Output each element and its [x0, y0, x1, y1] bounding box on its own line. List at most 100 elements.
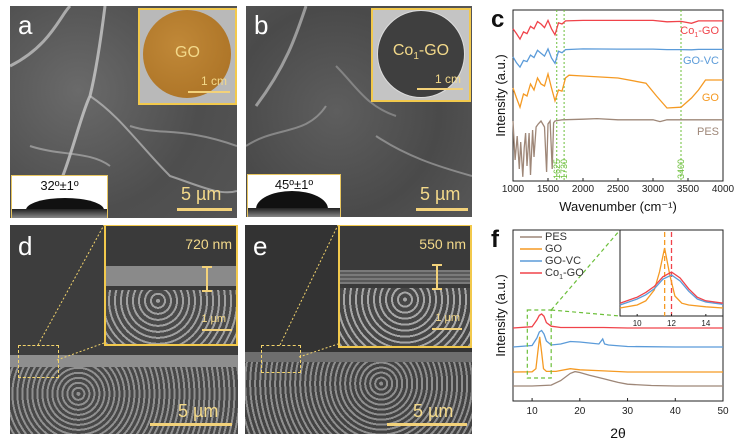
co1-go-label: Co1-GO	[373, 42, 469, 62]
inset-scale-bar	[417, 88, 463, 90]
inset-selective-layer	[106, 266, 236, 286]
x-axis-label: Wavenumber (cm⁻¹)	[559, 199, 677, 214]
series-label: GO-VC	[683, 55, 719, 67]
magnified-inset: 550 nm 1 µm	[338, 225, 472, 348]
series-label: GO	[702, 92, 720, 104]
go-membrane-photo-inset: GO 1 cm	[138, 8, 237, 105]
reference-line-label: 1730	[559, 159, 569, 179]
co1-go-membrane-photo-inset: Co1-GO 1 cm	[371, 8, 471, 102]
scale-bar-label: 5 µm	[420, 184, 461, 204]
x-axis-label: 2θ	[610, 425, 626, 441]
highlight-box	[526, 309, 552, 379]
x-tick-label: 4000	[712, 184, 735, 195]
inset-scale-bar	[188, 91, 230, 93]
inset-series-line-go	[619, 247, 724, 309]
wrinkle-texture	[246, 6, 472, 177]
co-text: Co	[392, 42, 414, 59]
x-tick-label: 1500	[537, 184, 560, 195]
scale-bar-label: 5 µm	[181, 184, 222, 204]
x-tick-label: 2500	[607, 184, 630, 195]
x-tick-label: 30	[622, 406, 634, 417]
scale-bar	[416, 208, 468, 211]
go-text: -GO	[418, 42, 450, 59]
inset-scale-text: 1 µm	[201, 313, 226, 325]
thickness-label: 550 nm	[419, 236, 466, 252]
reference-line-label: 3400	[676, 159, 686, 179]
contact-angle-value: 32º±1º	[40, 178, 79, 193]
contact-angle-inset: 32º±1º	[11, 175, 108, 218]
contact-angle-inset: 45º±1º	[247, 174, 341, 217]
thickness-marker	[202, 266, 212, 292]
zoom-guide-lines	[279, 225, 339, 358]
series-line-co1-go	[512, 18, 723, 41]
magnified-inset: 720 nm 1 µm	[104, 225, 238, 346]
panel-label-b: b	[254, 10, 269, 40]
scale-bar	[150, 423, 232, 426]
zoom-guide-line	[551, 309, 621, 317]
panel-d-cross-section: d 720 nm 1 µm 5 µm	[10, 225, 238, 434]
inset-series-line-co1-go	[619, 271, 724, 304]
substrate	[248, 208, 340, 217]
subscript-1: 1	[413, 51, 419, 63]
scale-bar	[387, 423, 467, 426]
panel-label-e: e	[253, 231, 268, 261]
x-tick-label: 3500	[677, 184, 700, 195]
series-label: PES	[697, 126, 719, 138]
inset-selective-layer	[340, 270, 470, 284]
inset-porous-support	[106, 290, 236, 344]
zoom-guide-line	[550, 229, 621, 311]
x-tick-label: 1000	[502, 184, 525, 195]
series-line-go	[512, 71, 723, 110]
series-line-go-vc	[512, 329, 723, 348]
substrate	[12, 209, 107, 218]
reference-line-label: 1625	[552, 159, 562, 179]
scale-bar	[177, 208, 232, 211]
panel-label-c: c	[491, 6, 505, 33]
zoom-guide-lines	[37, 225, 105, 361]
wrinkle-texture	[10, 6, 237, 207]
panel-a-sem-image: a GO 1 cm 32º±1º 5 µm	[10, 6, 237, 218]
legend-label: GO	[545, 243, 563, 255]
x-tick-label: 2000	[572, 184, 595, 195]
inset-scale-bar	[202, 329, 232, 331]
y-axis-label: Intensity (a.u.)	[493, 274, 508, 356]
co1-go-membrane-disk	[377, 10, 465, 98]
inset-scale-text: 1 cm	[434, 72, 461, 86]
inset-scale-bar	[432, 328, 462, 330]
y-axis-label: Intensity (a.u.)	[493, 54, 508, 136]
x-tick-label: 50	[717, 406, 729, 417]
x-tick-label: 3000	[642, 184, 665, 195]
selective-layer	[10, 355, 238, 367]
go-membrane-disk	[143, 10, 231, 98]
legend-label: GO-VC	[545, 255, 581, 267]
scale-bar-label: 5 µm	[178, 401, 219, 421]
x-tick-label: 40	[670, 406, 682, 417]
panel-label-f: f	[491, 226, 499, 253]
series-line-go	[512, 336, 723, 373]
zoom-region-box	[18, 345, 59, 378]
panel-e-cross-section: e 550 nm 1 µm 5 µm	[245, 225, 472, 434]
inset-series-line-go-vc	[619, 274, 724, 306]
inset-porous-support	[340, 288, 470, 346]
porous-support	[10, 367, 238, 434]
x-tick-label: 20	[574, 406, 586, 417]
inset-x-tick-label: 12	[667, 319, 676, 328]
water-droplet	[26, 198, 104, 210]
thickness-label: 720 nm	[185, 236, 232, 252]
inset-scale-text: 1 cm	[200, 74, 227, 88]
series-line-co1-go	[512, 313, 723, 329]
series-line-go-vc	[512, 47, 723, 69]
panel-label-a: a	[18, 10, 33, 40]
scale-bar-label: 5 µm	[413, 401, 454, 421]
go-label: GO	[175, 44, 200, 61]
legend-label: PES	[545, 231, 567, 243]
selective-layer	[245, 352, 472, 362]
series-line-pes	[513, 370, 723, 387]
series-label: Co1-GO	[680, 25, 719, 39]
porous-support	[245, 362, 472, 434]
zoom-region-box	[261, 345, 301, 373]
contact-angle-value: 45º±1º	[274, 177, 314, 192]
panel-b-sem-image: b Co1-GO 1 cm 45º±1º 5 µm	[246, 6, 472, 217]
